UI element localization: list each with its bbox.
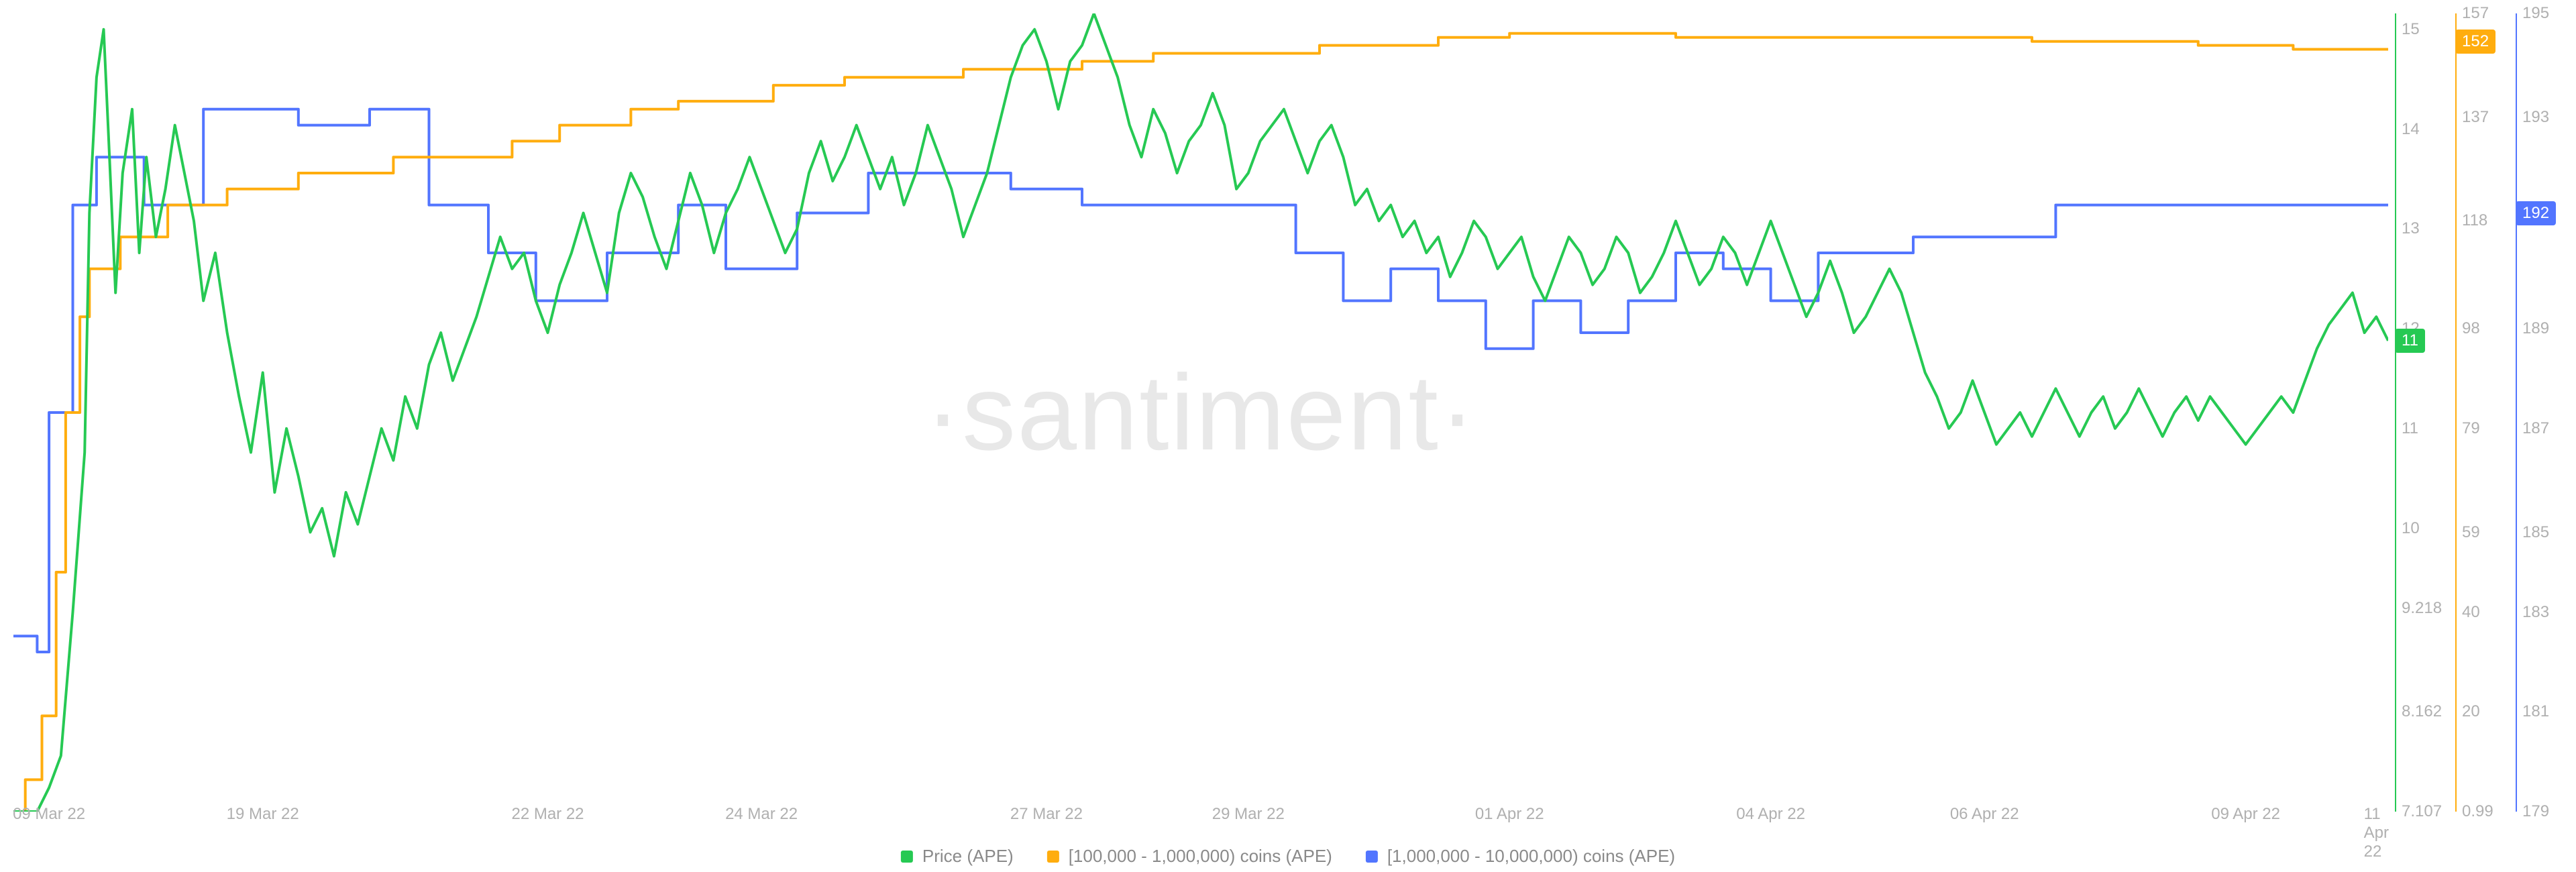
y-axis-line bbox=[2516, 13, 2517, 812]
x-tick-label: 09 Apr 22 bbox=[2211, 805, 2280, 824]
y-tick-label: 10 bbox=[2402, 519, 2420, 538]
chart-lines bbox=[13, 13, 2388, 812]
legend-item[interactable]: [1,000,000 - 10,000,000) coins (APE) bbox=[1366, 846, 1675, 867]
y-tick-label: 40 bbox=[2462, 603, 2480, 622]
y-axis-current-value-badge: 192 bbox=[2516, 201, 2556, 225]
legend-marker bbox=[1047, 851, 1059, 863]
y-tick-label: 189 bbox=[2522, 319, 2549, 338]
y-tick-label: 0.99 bbox=[2462, 802, 2493, 821]
y-tick-label: 137 bbox=[2462, 108, 2489, 127]
x-tick-label: 09 Mar 22 bbox=[13, 805, 85, 824]
legend-label: [100,000 - 1,000,000) coins (APE) bbox=[1069, 846, 1332, 867]
y-tick-label: 79 bbox=[2462, 419, 2480, 438]
y-tick-label: 98 bbox=[2462, 319, 2480, 338]
y-axis-holders-100k: 15713711898795940200.99152 bbox=[2455, 13, 2502, 812]
x-tick-label: 24 Mar 22 bbox=[725, 805, 798, 824]
y-tick-label: 183 bbox=[2522, 603, 2549, 622]
y-tick-label: 179 bbox=[2522, 802, 2549, 821]
y-tick-label: 9.218 bbox=[2402, 599, 2442, 618]
y-tick-label: 185 bbox=[2522, 523, 2549, 542]
y-tick-label: 8.162 bbox=[2402, 702, 2442, 721]
x-tick-label: 11 Apr 22 bbox=[2364, 805, 2389, 861]
y-tick-label: 7.107 bbox=[2402, 802, 2442, 821]
y-tick-label: 15 bbox=[2402, 20, 2420, 39]
x-tick-label: 01 Apr 22 bbox=[1475, 805, 1544, 824]
y-tick-label: 14 bbox=[2402, 120, 2420, 139]
y-axis-line bbox=[2455, 13, 2457, 812]
series-line-holders_1m bbox=[13, 109, 2388, 652]
y-axis-holders-1m: 195193191189187185183181179192 bbox=[2516, 13, 2563, 812]
chart-container: ·santiment· 09 Mar 22 19 Mar 22 22 Mar 22 2… bbox=[0, 0, 2576, 872]
x-axis: 09 Mar 22 19 Mar 22 22 Mar 22 24 Mar 22 27 M… bbox=[13, 805, 2388, 825]
legend-label: [1,000,000 - 10,000,000) coins (APE) bbox=[1387, 846, 1675, 867]
y-tick-label: 195 bbox=[2522, 4, 2549, 23]
y-tick-label: 193 bbox=[2522, 108, 2549, 127]
y-tick-label: 20 bbox=[2462, 702, 2480, 721]
y-tick-label: 157 bbox=[2462, 4, 2489, 23]
y-tick-label: 13 bbox=[2402, 219, 2420, 238]
y-tick-label: 187 bbox=[2522, 419, 2549, 438]
legend-item[interactable]: Price (APE) bbox=[901, 846, 1014, 867]
series-line-holders_100k bbox=[13, 34, 2388, 812]
y-tick-label: 181 bbox=[2522, 702, 2549, 721]
y-axis-line bbox=[2395, 13, 2396, 812]
chart-legend: Price (APE) [100,000 - 1,000,000) coins (… bbox=[901, 846, 1675, 867]
legend-item[interactable]: [100,000 - 1,000,000) coins (APE) bbox=[1047, 846, 1332, 867]
x-tick-label: 22 Mar 22 bbox=[511, 805, 584, 824]
y-tick-label: 11 bbox=[2402, 419, 2418, 438]
plot-area[interactable]: ·santiment· bbox=[13, 13, 2388, 812]
y-tick-label: 118 bbox=[2462, 211, 2487, 230]
y-axis-current-value-badge: 11 bbox=[2395, 329, 2425, 353]
legend-marker bbox=[1366, 851, 1378, 863]
x-tick-label: 27 Mar 22 bbox=[1010, 805, 1083, 824]
x-tick-label: 06 Apr 22 bbox=[1950, 805, 2019, 824]
x-tick-label: 29 Mar 22 bbox=[1212, 805, 1285, 824]
y-axis-price: 1514131211109.2188.1627.10711 bbox=[2395, 13, 2442, 812]
legend-label: Price (APE) bbox=[922, 846, 1014, 867]
x-tick-label: 19 Mar 22 bbox=[227, 805, 299, 824]
y-axis-current-value-badge: 152 bbox=[2455, 30, 2496, 54]
series-line-price bbox=[13, 13, 2388, 812]
x-tick-label: 04 Apr 22 bbox=[1736, 805, 1805, 824]
y-tick-label: 59 bbox=[2462, 523, 2480, 542]
legend-marker bbox=[901, 851, 913, 863]
